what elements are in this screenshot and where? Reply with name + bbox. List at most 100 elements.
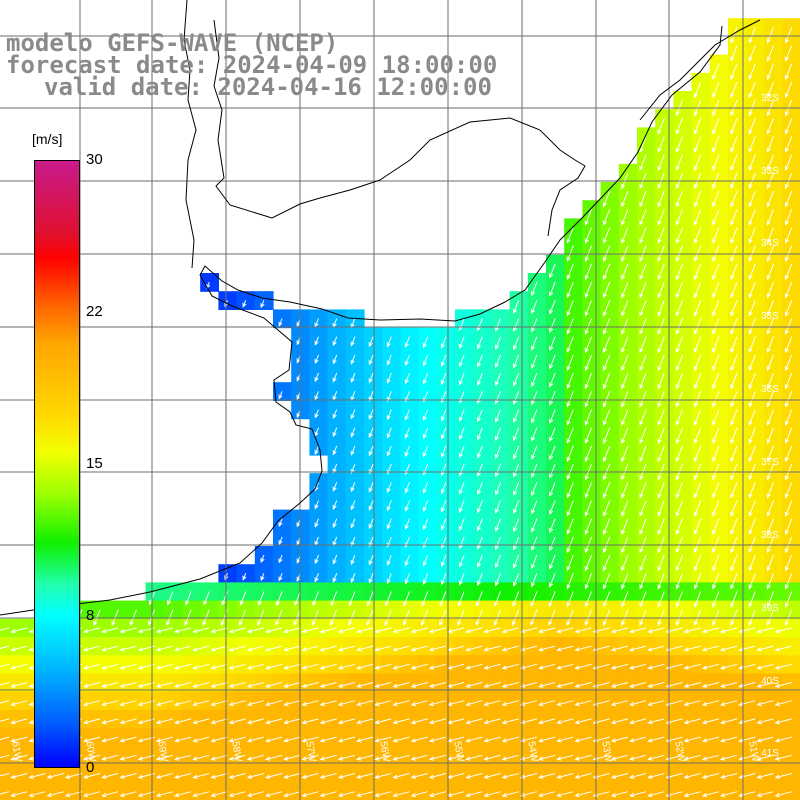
wind-cell <box>291 764 310 784</box>
wind-arrow <box>404 445 410 458</box>
wind-arrow <box>221 591 228 606</box>
wind-cell <box>637 691 656 711</box>
wind-arrow <box>683 718 701 725</box>
wind-arrow <box>629 645 647 652</box>
wind-arrow <box>155 700 174 707</box>
wind-arrow <box>549 482 556 497</box>
wind-arrow <box>210 663 228 670</box>
wind-arrow <box>784 391 793 408</box>
wind-arrow <box>621 591 629 608</box>
wind-cell <box>91 691 110 711</box>
wind-arrow <box>730 609 738 626</box>
wind-arrow <box>784 263 793 281</box>
wind-cell <box>345 673 365 693</box>
wind-arrow <box>784 609 793 626</box>
wind-cell <box>728 764 747 784</box>
wind-cell <box>564 637 583 656</box>
wind-arrow <box>647 645 665 652</box>
wind-arrow <box>712 263 720 281</box>
wind-arrow <box>404 518 410 530</box>
wind-cell <box>327 728 347 747</box>
wind-arrow <box>337 645 356 652</box>
wind-arrow <box>657 227 665 244</box>
wind-cell <box>491 728 511 747</box>
wind-cell <box>527 673 547 693</box>
wind-arrow <box>278 518 283 527</box>
wind-arrow <box>465 682 483 688</box>
wind-arrow <box>712 154 720 171</box>
wind-cell <box>764 691 784 711</box>
wind-cell <box>382 673 401 693</box>
wind-arrow <box>458 536 465 550</box>
wind-arrow <box>712 136 720 153</box>
wind-arrow <box>748 81 756 99</box>
valid-date: valid date: 2024-04-16 12:00:00 <box>44 73 492 101</box>
wind-arrow <box>766 227 774 244</box>
wind-arrow <box>748 591 756 608</box>
wind-arrow <box>374 754 392 761</box>
wind-arrow <box>374 682 392 688</box>
wind-arrow <box>748 63 756 80</box>
wind-arrow <box>784 482 793 499</box>
wind-arrow <box>730 573 738 590</box>
wind-arrow <box>440 409 447 422</box>
wind-cell <box>109 709 128 729</box>
wind-arrow <box>519 645 538 652</box>
wind-arrow <box>774 736 792 743</box>
wind-cell <box>764 764 784 784</box>
wind-cell <box>709 655 729 674</box>
wind-arrow <box>675 263 683 281</box>
wind-arrow <box>566 482 574 499</box>
wind-arrow <box>519 718 538 725</box>
wind-arrow <box>368 427 374 439</box>
wind-arrow <box>756 773 774 779</box>
wind-arrow <box>712 391 720 408</box>
wind-arrow <box>494 336 501 350</box>
wind-cell <box>473 691 492 711</box>
wind-arrow <box>549 536 556 552</box>
wind-arrow <box>531 482 538 497</box>
wind-arrow <box>483 645 501 652</box>
wind-cell <box>327 782 347 800</box>
wind-cell <box>546 746 565 765</box>
wind-arrow <box>639 354 647 372</box>
wind-cell <box>673 637 693 656</box>
wind-arrow <box>265 791 283 798</box>
wind-arrow <box>265 718 283 725</box>
wind-arrow <box>374 700 392 707</box>
wind-arrow <box>538 773 556 779</box>
model-title: modelo GEFS-WAVE (NCEP) <box>6 29 339 57</box>
wind-cell <box>236 782 256 800</box>
wind-arrow <box>428 773 447 779</box>
wind-arrow <box>465 736 483 743</box>
wind-cell <box>145 782 165 800</box>
wind-cell <box>455 637 474 656</box>
wind-cell <box>509 782 529 800</box>
wind-arrow <box>621 209 629 226</box>
wind-arrow <box>748 372 756 390</box>
wind-arrow <box>531 463 538 479</box>
wind-arrow <box>629 627 647 634</box>
wind-arrow <box>83 645 101 652</box>
wind-cell <box>273 637 292 656</box>
wind-arrow <box>392 663 410 670</box>
wind-arrow <box>410 754 428 761</box>
wind-arrow <box>556 700 574 707</box>
wind-arrow <box>404 573 410 585</box>
wind-cell <box>364 782 383 800</box>
wind-arrow <box>392 682 410 688</box>
wind-arrow <box>584 573 592 590</box>
wind-arrow <box>766 263 774 281</box>
wind-arrow <box>756 754 774 761</box>
wind-arrow <box>748 354 756 372</box>
wind-arrow <box>549 463 556 479</box>
wind-arrow <box>774 718 792 725</box>
wind-arrow <box>602 318 611 335</box>
wind-arrow <box>602 227 611 244</box>
wind-arrow <box>174 645 192 652</box>
wind-arrow <box>647 700 665 707</box>
wind-cell <box>218 637 238 656</box>
wind-cell <box>345 782 365 800</box>
wind-arrow <box>519 700 538 707</box>
